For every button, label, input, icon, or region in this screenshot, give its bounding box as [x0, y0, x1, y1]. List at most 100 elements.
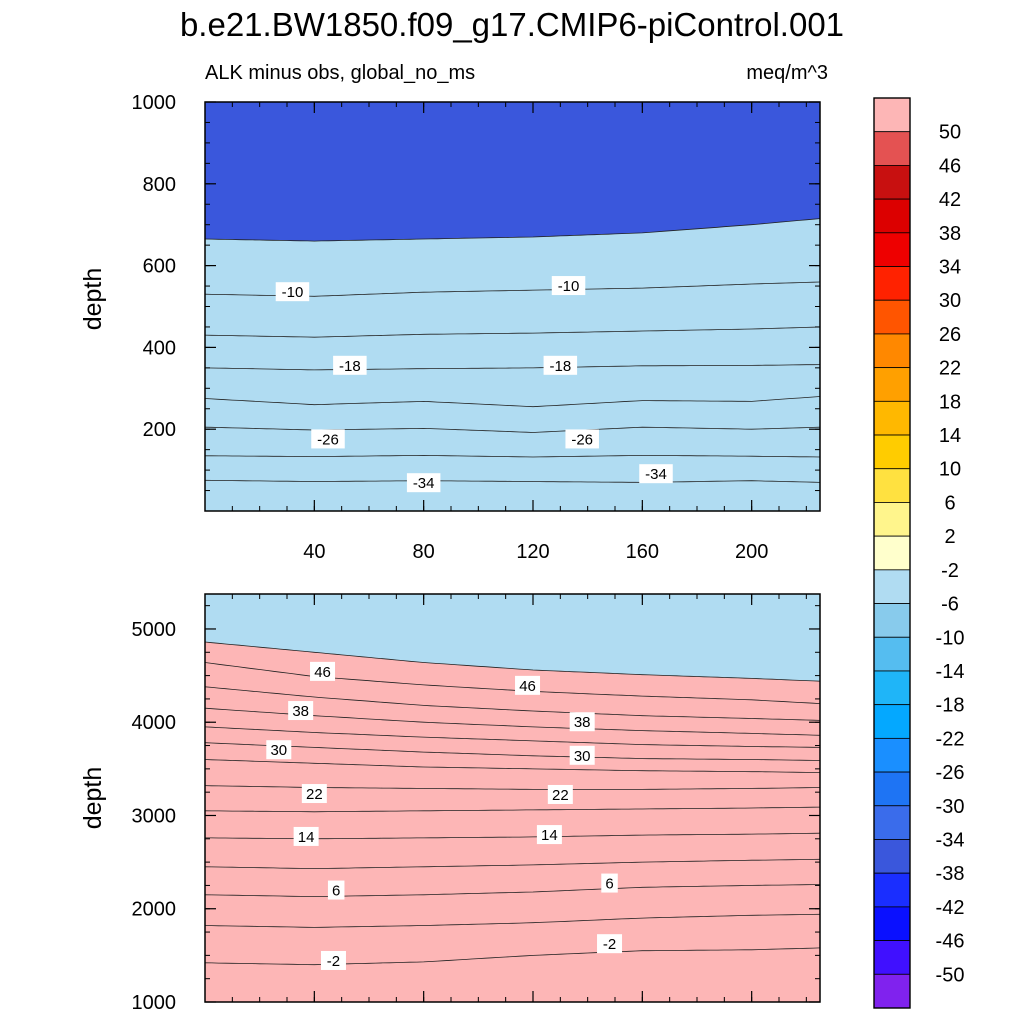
- colorbar-label: -6: [941, 594, 959, 616]
- contour-label-text: 22: [552, 787, 569, 804]
- contour-line: [204, 326, 821, 338]
- colorbar-swatch: [873, 367, 911, 402]
- contour-label-text: -2: [327, 953, 340, 970]
- contour-label: 30: [266, 740, 292, 760]
- contour-label-box: [515, 675, 541, 695]
- colorbar-label: 46: [939, 155, 961, 177]
- colorbar-label: 6: [944, 492, 955, 514]
- contour-line: [204, 884, 821, 898]
- contour-label: -18: [333, 355, 367, 375]
- contour-panel-lower: -2 -2 6 6 14 14 22 22 30 30 38 38 46 46 1000 2000 3000 40…: [79, 593, 821, 1014]
- colorbar-swatch: [873, 569, 911, 604]
- contour-label-box: [565, 429, 599, 449]
- colorbar-swatch: [873, 737, 911, 773]
- colorbar-swatch: [873, 198, 911, 234]
- y-tick-label: 4000: [132, 712, 177, 734]
- colorbar-swatch: [873, 299, 911, 335]
- contour-label: 38: [569, 712, 595, 732]
- colorbar-swatch: [873, 333, 911, 369]
- y-tick-label: 2000: [132, 899, 177, 921]
- colorbar-label: 42: [939, 189, 961, 211]
- colorbar-label: -18: [936, 695, 965, 717]
- contour-label-text: 14: [541, 827, 558, 844]
- contour-label-text: 30: [574, 748, 591, 765]
- colorbar-label: 2: [944, 526, 955, 548]
- contour-label-text: -10: [282, 284, 304, 301]
- y-tick-label: 1000: [132, 92, 177, 114]
- colorbar-swatch: [873, 603, 911, 638]
- contour-line: [204, 806, 821, 813]
- contour-label: 30: [569, 745, 595, 765]
- colorbar-swatch: [873, 839, 911, 874]
- colorbar-swatch: [873, 434, 911, 470]
- colorbar-swatch: [873, 131, 911, 166]
- contour-line: [204, 947, 821, 966]
- contour-line: [204, 396, 821, 408]
- contour-line: [205, 454, 821, 458]
- colorbar-swatch: [873, 805, 911, 840]
- chart-title: b.e21.BW1850.f09_g17.CMIP6-piControl.001: [179, 6, 845, 43]
- contour-label: 14: [293, 826, 319, 846]
- y-axis-label: depth: [79, 767, 107, 830]
- contour-label-text: 30: [270, 742, 287, 759]
- y-axis-label: depth: [79, 268, 107, 331]
- y-tick-label: 800: [143, 174, 176, 196]
- colorbar-label: 38: [939, 223, 961, 245]
- colorbar-label: -42: [936, 897, 965, 919]
- contour-line: [204, 726, 821, 748]
- contour-line: [204, 662, 821, 704]
- y-tick-label: 1000: [132, 992, 177, 1014]
- contour-label: -10: [551, 276, 586, 296]
- contour-label-text: -34: [413, 475, 435, 492]
- colorbar-swatch: [873, 266, 911, 301]
- contour-label-text: 14: [298, 829, 315, 846]
- contour-label: -10: [275, 282, 310, 302]
- contour-label-box: [406, 473, 441, 493]
- y-tick-label: 200: [143, 419, 176, 441]
- contour-label: -18: [543, 355, 578, 375]
- contour-label: 22: [547, 784, 573, 804]
- colorbar-label: -30: [936, 796, 965, 818]
- contour-line: [204, 641, 821, 682]
- colorbar-label: -26: [936, 762, 965, 784]
- contour-label-text: 22: [306, 786, 323, 803]
- contour-label: 6: [327, 880, 345, 900]
- colorbar-label: -50: [936, 964, 965, 986]
- colorbar-label: -38: [936, 863, 965, 885]
- contour-label-box: [311, 429, 345, 449]
- contour-panel-upper: -34 -34 -26 -26 -18 -18 -10 -10 200 400 600 800 1000…: [79, 92, 821, 563]
- contour-label-box: [301, 784, 327, 804]
- colorbar-swatch: [873, 973, 911, 1009]
- contour-label: -34: [639, 464, 673, 484]
- contour-band: [205, 642, 820, 1002]
- x-tick-label: 200: [735, 541, 768, 563]
- contour-label-box: [293, 826, 319, 846]
- contour-label: 38: [288, 701, 314, 721]
- contour-label-text: -26: [317, 431, 339, 448]
- colorbar-label: -34: [936, 829, 965, 851]
- colorbar-swatch: [873, 670, 911, 706]
- y-tick-label: 400: [143, 337, 176, 359]
- colorbar-swatch: [873, 232, 911, 267]
- colorbar-swatch: [873, 502, 911, 537]
- contour-label-text: -2: [603, 936, 616, 953]
- contour-label: 46: [515, 675, 541, 695]
- colorbar-label: 22: [939, 358, 961, 380]
- contour-label-text: 46: [314, 664, 331, 681]
- contour-band: [205, 218, 820, 511]
- x-tick-label: 160: [626, 541, 659, 563]
- y-tick-label: 600: [143, 256, 176, 278]
- x-tick-label: 40: [303, 541, 325, 563]
- contour-label-text: -26: [571, 431, 593, 448]
- contour-label-box: [266, 740, 292, 760]
- contour-label: 14: [536, 825, 562, 845]
- contour-line: [204, 479, 821, 483]
- colorbar-label: 50: [939, 122, 961, 144]
- contour-label-text: 6: [605, 876, 613, 893]
- y-tick-label: 5000: [132, 619, 177, 641]
- colorbar-swatch: [873, 535, 911, 571]
- colorbar-label: -10: [936, 627, 965, 649]
- contour-label-box: [327, 880, 345, 900]
- contour-label-text: -34: [645, 466, 667, 483]
- contour-label-box: [543, 355, 578, 375]
